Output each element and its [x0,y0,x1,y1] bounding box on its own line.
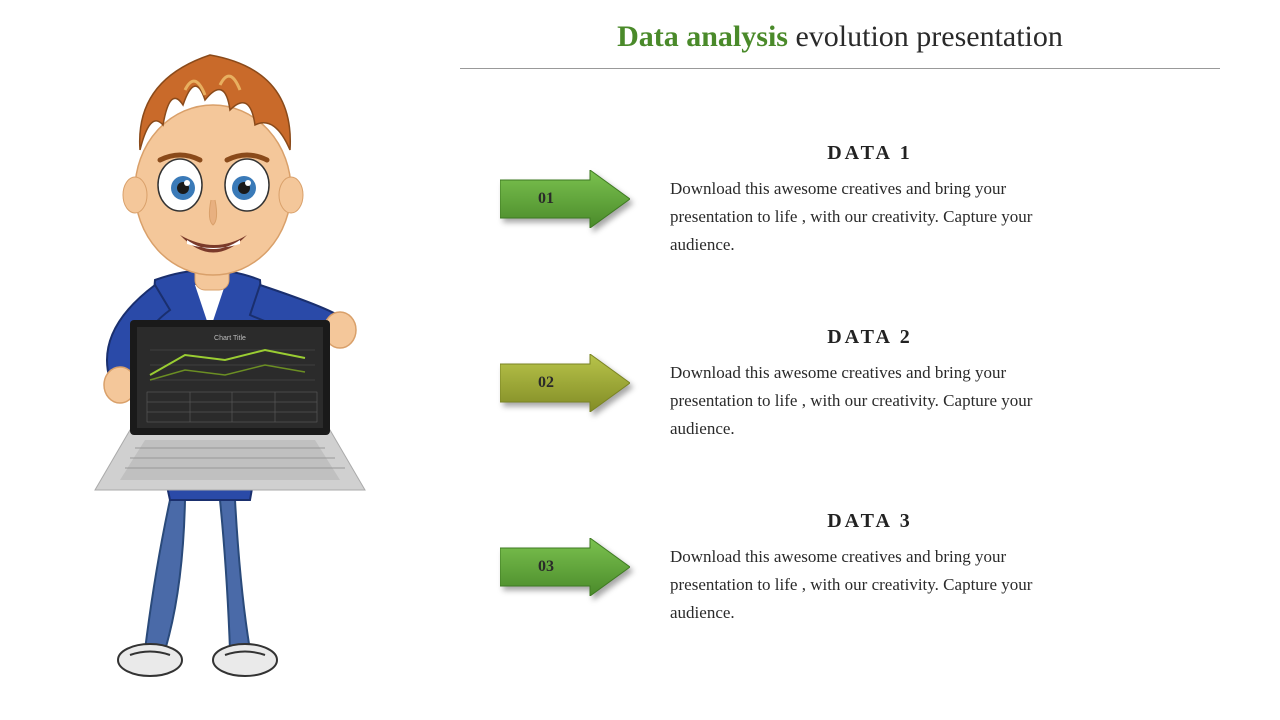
item-text: DATA 3 Download this awesome creatives a… [670,510,1070,627]
slide: Chart Title [0,0,1280,720]
arrow-number: 02 [538,374,554,392]
character-column: Chart Title [0,0,430,720]
item-text: DATA 2 Download this awesome creatives a… [670,326,1070,443]
content-column: Data analysis evolution presentation [430,0,1280,720]
slide-title: Data analysis evolution presentation [460,20,1220,69]
arrow-icon: 03 [500,538,630,596]
arrow-icon: 01 [500,170,630,228]
item-text: DATA 1 Download this awesome creatives a… [670,142,1070,259]
item-body: Download this awesome creatives and brin… [670,359,1070,443]
title-accent: Data analysis [617,20,788,53]
item-heading: DATA 3 [670,510,1070,533]
arrow-number: 01 [538,190,554,208]
title-rest: evolution presentation [788,20,1063,53]
character-svg: Chart Title [35,30,395,690]
list-item: 01 DATA 1 Download this awesome creative… [500,142,1220,259]
item-heading: DATA 1 [670,142,1070,165]
item-heading: DATA 2 [670,326,1070,349]
laptop-icon: Chart Title [95,320,365,490]
svg-text:Chart Title: Chart Title [214,335,246,342]
items-list: 01 DATA 1 Download this awesome creative… [460,99,1220,700]
arrow-number: 03 [538,558,554,576]
arrow-icon: 02 [500,354,630,412]
cartoon-character: Chart Title [35,30,395,690]
list-item: 02 DATA 2 Download this awesome creative… [500,326,1220,443]
item-body: Download this awesome creatives and brin… [670,543,1070,627]
item-body: Download this awesome creatives and brin… [670,175,1070,259]
list-item: 03 DATA 3 Download this awesome creative… [500,510,1220,627]
